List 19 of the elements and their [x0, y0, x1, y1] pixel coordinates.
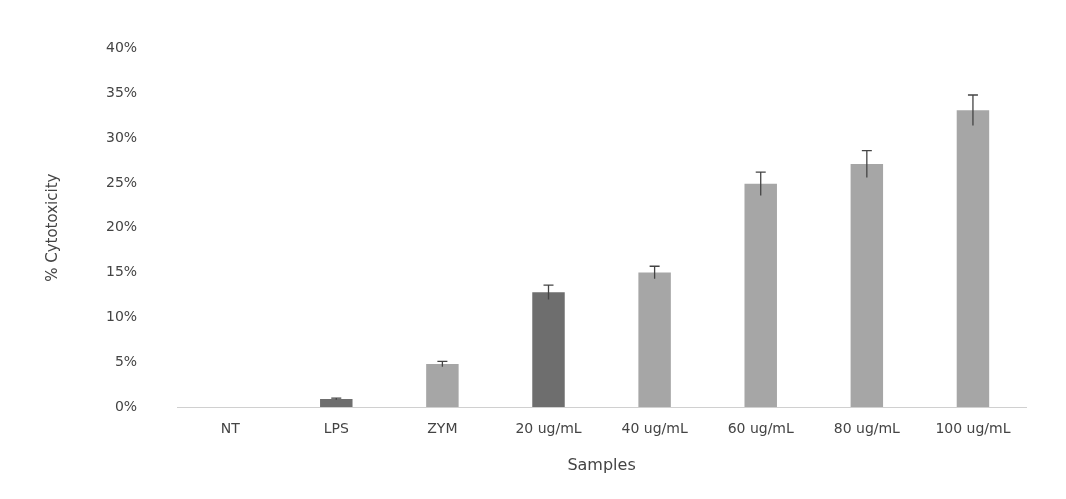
y-tick-label: 5%: [114, 352, 138, 369]
x-tick-label: ZYM: [427, 420, 458, 437]
x-tick-label: 40 ug/mL: [621, 420, 688, 437]
x-axis-title: Samples: [567, 454, 636, 474]
y-axis-title: % Cytotoxicity: [42, 173, 61, 282]
x-tick-label: 100 ug/mL: [935, 420, 1011, 437]
y-tick-label: 10%: [105, 307, 138, 324]
y-tick-label: 40%: [105, 39, 138, 56]
x-tick-label: 20 ug/mL: [515, 420, 582, 437]
y-tick-label: 35%: [105, 83, 138, 100]
x-tick-label: LPS: [323, 420, 349, 437]
y-tick-label: 0%: [114, 397, 138, 414]
y-tick-label: 15%: [105, 263, 138, 280]
x-tick-label: 60 ug/mL: [727, 420, 795, 437]
x-tick-label: NT: [220, 420, 241, 437]
y-tick-label: 25%: [105, 173, 138, 190]
x-tick-label: 80 ug/mL: [833, 420, 901, 437]
y-tick-label: 30%: [105, 128, 138, 145]
y-tick-label: 20%: [105, 218, 138, 235]
